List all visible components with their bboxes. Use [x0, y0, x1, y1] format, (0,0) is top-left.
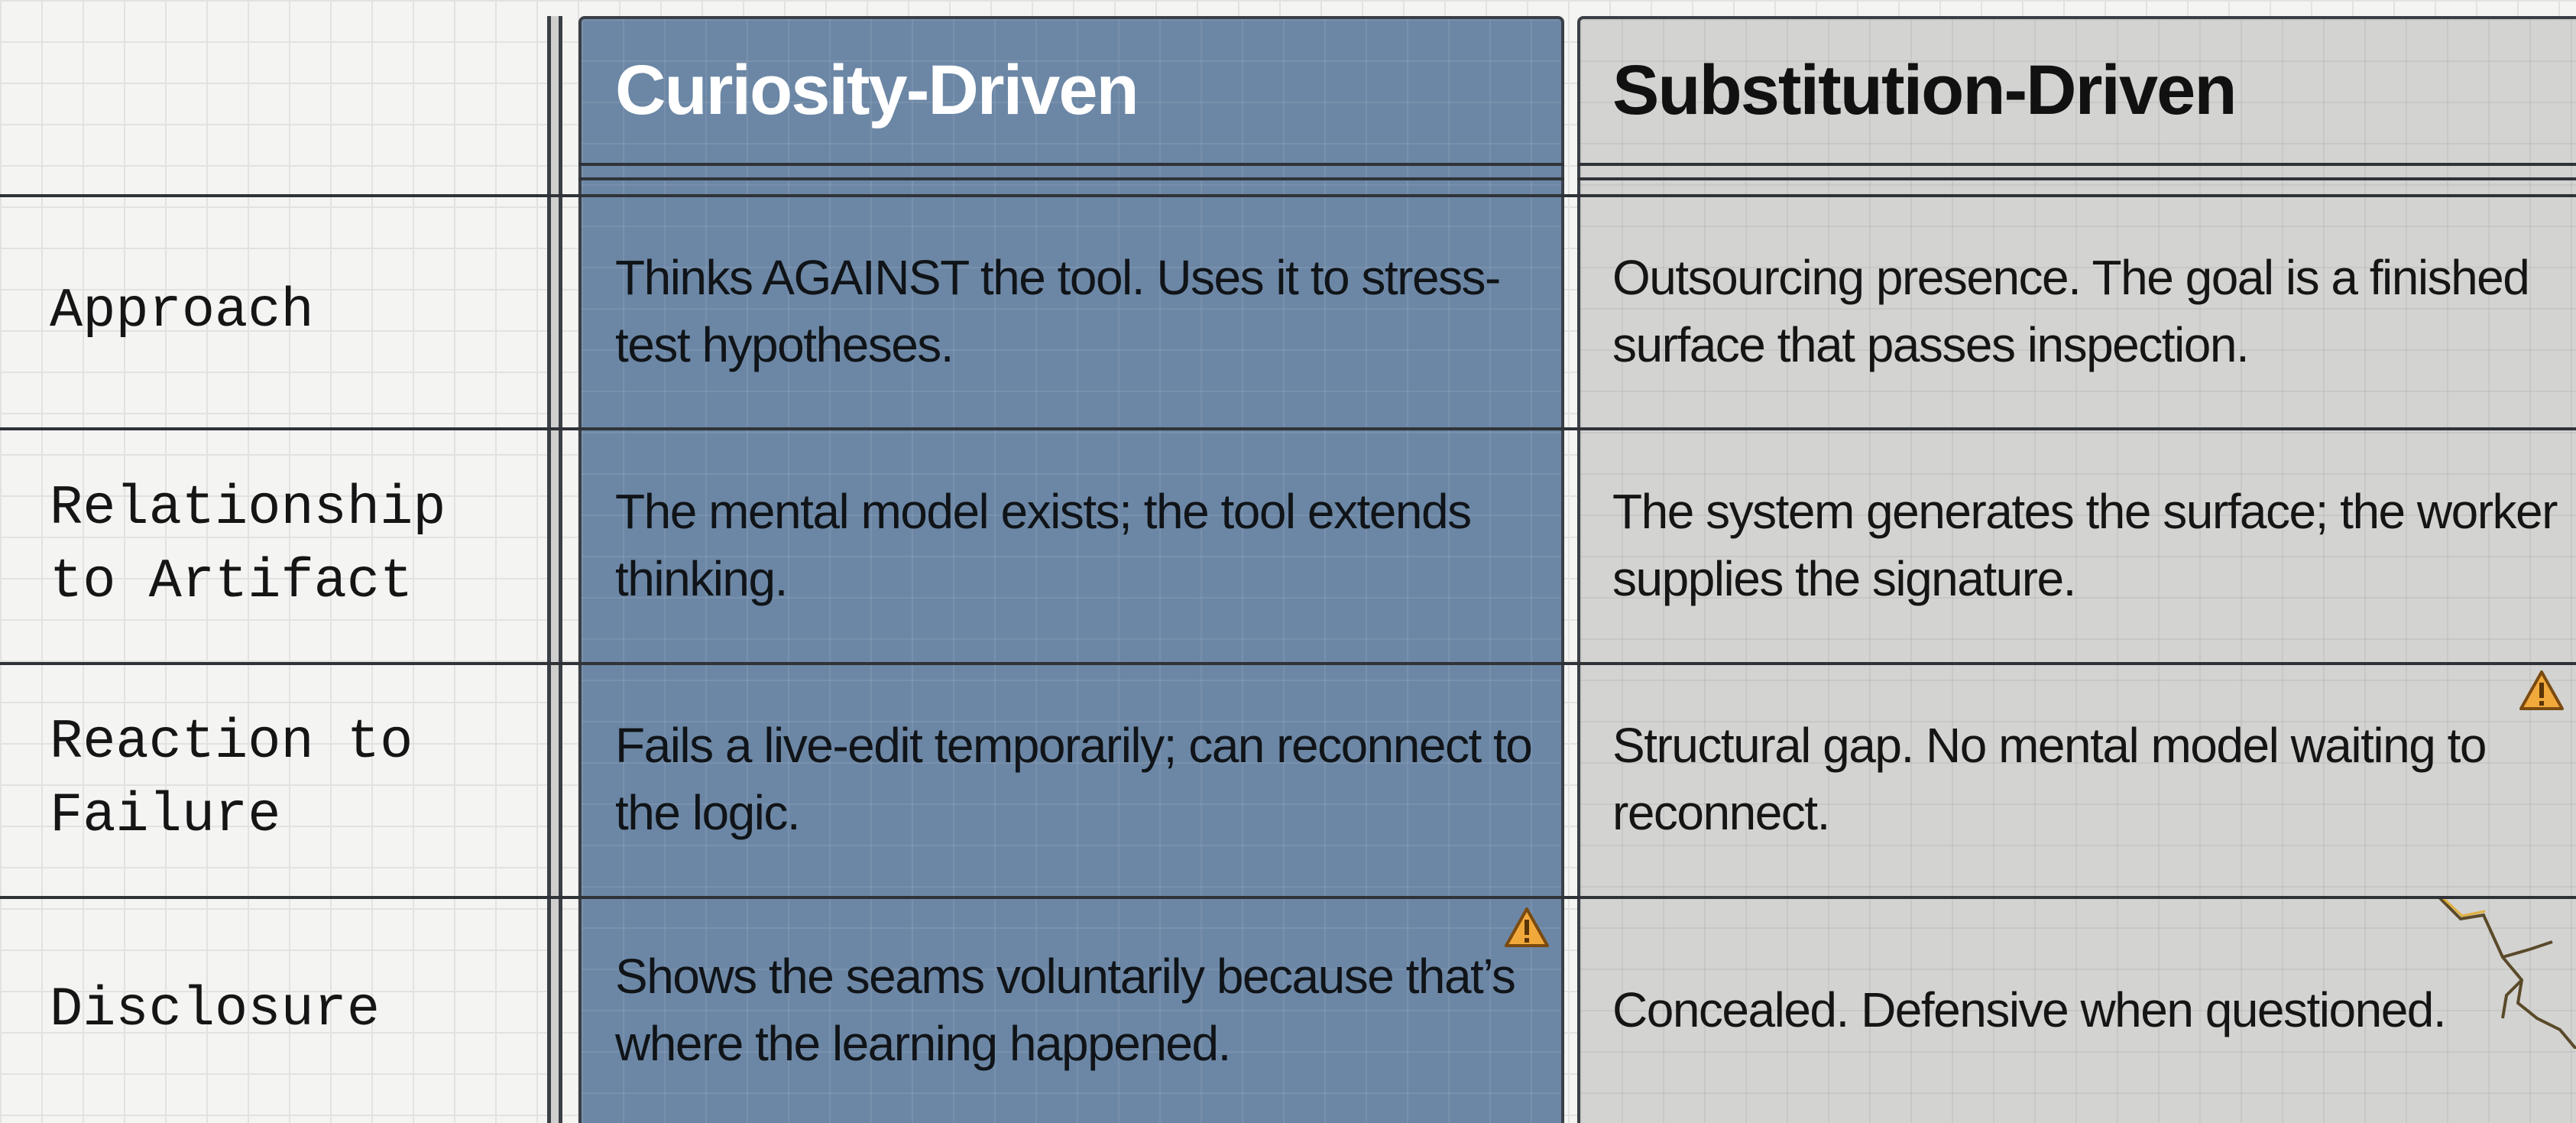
- cell-text: Thinks AGAINST the tool. Uses it to stre…: [615, 249, 1501, 372]
- warning-icon: [1505, 907, 1549, 947]
- column-header: Curiosity-Driven: [615, 50, 1139, 129]
- cell-text: Fails a live-edit temporarily; can recon…: [615, 718, 1533, 840]
- row-rule: [0, 427, 2576, 430]
- cell-text: Structural gap. No mental model waiting …: [1612, 718, 2487, 840]
- warning-icon: [2519, 670, 2564, 710]
- row-rule: [0, 896, 2576, 899]
- curiosity-column: [578, 16, 1564, 1123]
- row-rule: [0, 194, 2576, 197]
- cell-text: Outsourcing presence. The goal is a fini…: [1612, 249, 2530, 372]
- cell-text: The system generates the surface; the wo…: [1612, 483, 2558, 606]
- column-header: Substitution-Driven: [1612, 50, 2237, 129]
- cell-text: The mental model exists; the tool extend…: [615, 483, 1472, 606]
- row-label: Reaction to Failure: [50, 711, 413, 847]
- header-rule: [578, 177, 1564, 180]
- header-rule: [1577, 177, 2576, 180]
- cell-text: Shows the seams voluntarily because that…: [615, 948, 1516, 1071]
- header-rule: [578, 163, 1564, 166]
- header-rule: [1577, 163, 2576, 166]
- row-label: Disclosure: [50, 978, 381, 1041]
- cell-text: Concealed. Defensive when questioned.: [1612, 982, 2447, 1037]
- row-label: Approach: [50, 279, 314, 342]
- row-rule: [0, 662, 2576, 665]
- substitution-column: [1577, 16, 2576, 1123]
- row-label: Relationship to Artifact: [50, 476, 446, 613]
- divider: [547, 16, 562, 1123]
- crack: [2436, 896, 2576, 1049]
